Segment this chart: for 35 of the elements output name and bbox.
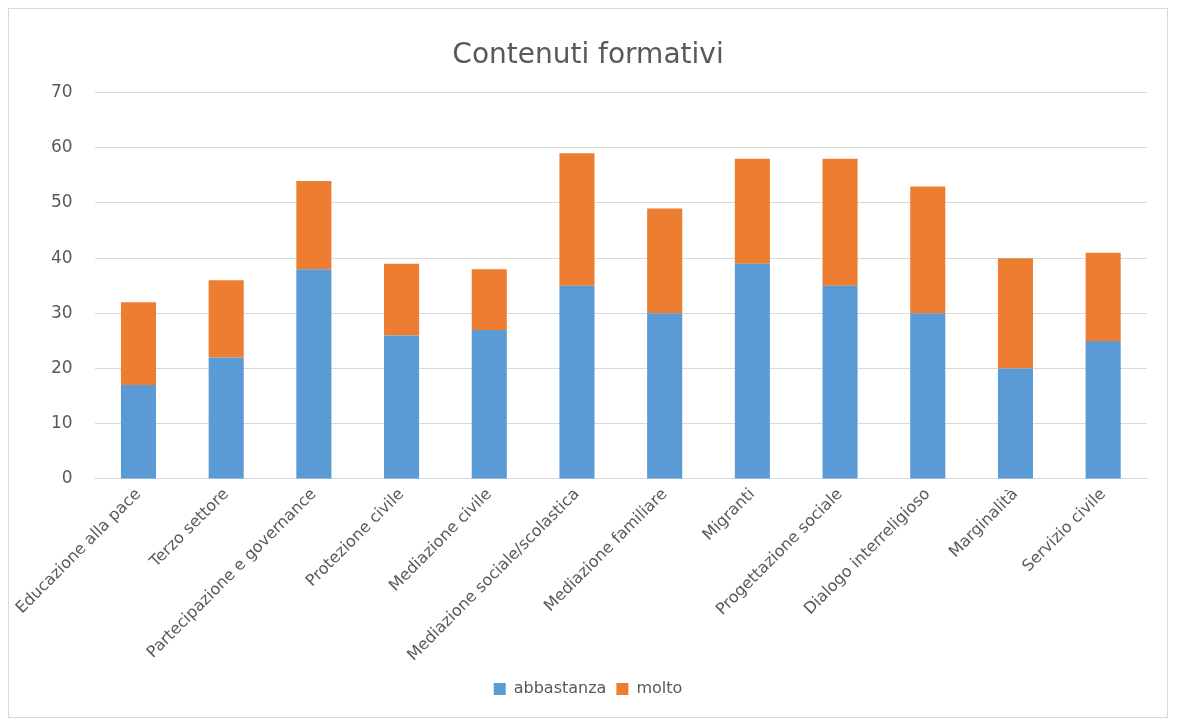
bar [910, 313, 946, 479]
bar [559, 153, 595, 286]
y-tick-label: 30 [50, 301, 73, 322]
bar [647, 208, 683, 314]
bar [296, 269, 332, 479]
bar [997, 258, 1033, 369]
bar [471, 329, 507, 479]
bar [822, 285, 858, 479]
y-tick-label: 0 [61, 467, 73, 488]
bar [120, 302, 157, 386]
bar [997, 368, 1033, 479]
bar [822, 158, 858, 286]
bar [647, 313, 683, 479]
bar [120, 385, 157, 479]
bar [384, 335, 420, 479]
chart-title: Contenuti formativi [452, 37, 724, 71]
y-tick-label: 60 [50, 136, 73, 157]
bar [734, 158, 770, 264]
y-tick-label: 50 [50, 191, 73, 212]
bar [1085, 340, 1121, 479]
bar [208, 357, 244, 479]
bar [559, 285, 595, 479]
y-tick-label: 20 [50, 356, 73, 377]
y-tick-label: 70 [50, 81, 73, 102]
y-tick-label: 40 [50, 246, 73, 267]
bar [384, 263, 420, 336]
legend-label: abbastanza [513, 678, 607, 698]
y-tick-label: 10 [50, 412, 73, 433]
bar [1085, 252, 1121, 341]
bar [208, 280, 244, 358]
bar [910, 186, 946, 314]
bar [296, 180, 332, 270]
legend-label: molto [636, 678, 683, 698]
bar [734, 263, 770, 479]
bar [471, 269, 507, 330]
